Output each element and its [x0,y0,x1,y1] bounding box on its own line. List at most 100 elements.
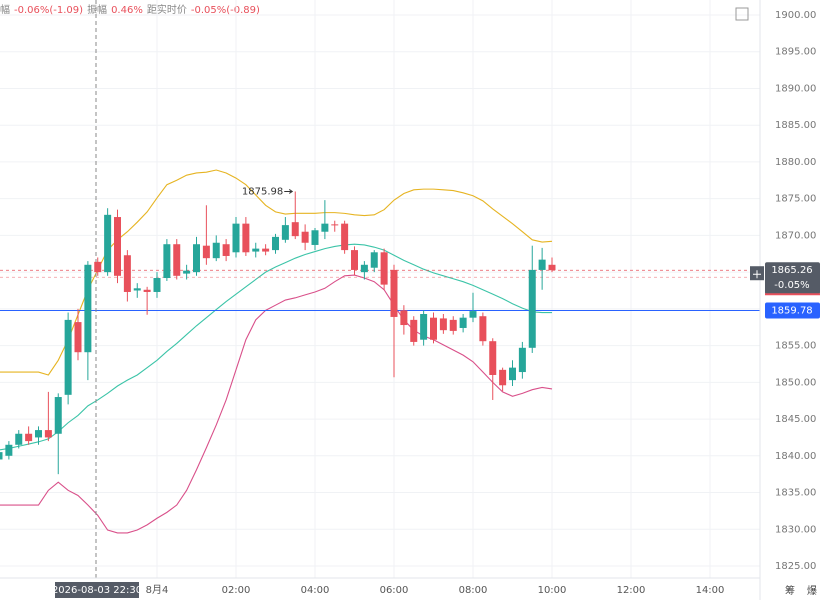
y-tick-label: 1830.00 [775,524,816,535]
y-tick-label: 1880.00 [775,157,816,168]
ref-label: 1859.78 [771,305,812,316]
candle-body [272,236,279,251]
candle-body [380,252,388,285]
last-change-label: -0.05% [774,280,809,291]
header-segment: -0.06%(-1.09) [14,5,83,16]
candle-body [202,245,210,259]
candle-body [0,452,3,460]
candle-body [331,224,339,226]
candle-body [311,230,319,245]
x-tick-label: 10:00 [538,585,567,596]
candle-body [420,314,428,340]
candle-body [5,444,13,456]
candle-body [15,433,23,445]
candle-body [84,264,92,353]
candle-body [44,430,52,438]
candle-body [242,223,250,253]
candle-body [133,288,141,291]
candle-body [509,367,516,381]
candle-body [459,317,467,328]
y-tick-label: 1885.00 [775,120,816,131]
y-tick-label: 1855.00 [775,341,816,352]
y-tick-label: 1895.00 [775,47,816,58]
max-annotation: 1875.98 [242,186,283,197]
x-tick-label: 08:00 [459,585,488,596]
price-label-box [765,262,820,295]
candle-body [410,319,418,342]
candle-body [173,244,181,276]
x-tick-label: 12:00 [617,585,646,596]
candle-body [123,255,131,292]
candle-body [262,248,270,252]
candle-body [430,317,437,340]
header-segment: 距实时价 [147,3,187,16]
candle-body [281,225,289,240]
candle-body [439,318,447,331]
candle-body [193,244,200,273]
x-tick-label: 04:00 [301,585,330,596]
y-tick-label: 1850.00 [775,377,816,388]
candle-body [104,214,112,273]
annotation-arrow [284,189,294,194]
candle-body [222,244,230,256]
header-segment: -0.05%(-0.89) [191,5,260,16]
x-tick-label: 8月4 [146,584,169,596]
candle-body [94,261,102,273]
y-tick-label: 1835.00 [775,488,816,499]
band-line [0,274,553,534]
candle-body [212,242,220,259]
candle-body [370,252,378,268]
header-segment: 振幅 [87,3,107,16]
plot-area [0,0,760,578]
candle-body [183,270,191,274]
y-tick-label: 1875.00 [775,194,816,205]
candle-body [489,341,497,375]
candle-body [64,319,72,395]
corner-label[interactable]: 爆 [807,585,817,597]
crosshair-label: 2026-08-03 22:30 [52,585,142,596]
candle-body [528,269,536,348]
last-price-label: 1865.26 [771,265,812,276]
candle-body [479,316,487,342]
candle-body [449,319,457,331]
candle-body [548,264,556,271]
ref-label-box [765,302,820,319]
candle-body [114,217,121,276]
candle-body [163,244,171,279]
candle-body [35,430,42,438]
candle-body [469,311,477,318]
y-tick-label: 1870.00 [775,230,816,241]
crosshair-label-box [55,582,139,598]
candle-body [341,223,349,251]
candle-body [538,259,546,270]
header-segment: 幅 [0,3,10,16]
candle-body [252,248,260,252]
y-tick-label: 1845.00 [775,414,816,425]
candle-body [360,264,368,273]
candle-body [232,223,240,253]
candle-body [153,278,161,292]
band-line [0,243,552,451]
y-tick-label: 1890.00 [775,83,816,94]
candle-body [499,369,507,386]
candle-body [301,231,309,243]
y-tick-label: 1900.00 [775,10,816,21]
collapse-icon[interactable] [735,7,749,21]
header: 幅 -0.06%(-1.09) 振幅 0.46% 距实时价 -0.05%(-0.89) [0,3,260,16]
candle-body [74,322,82,353]
corner-label[interactable]: 筹 [785,584,795,597]
candle-body [143,289,151,292]
y-tick-label: 1825.00 [775,561,816,572]
candle-body [54,397,62,434]
candle-body [351,250,358,270]
header-text: 幅 -0.06%(-1.09) 振幅 0.46% 距实时价 -0.05%(-0.89) [0,3,260,16]
candle-body [518,347,526,373]
x-tick-label: 02:00 [222,585,251,596]
candle-body [390,269,398,317]
y-tick-label: 1840.00 [775,451,816,462]
candle-body [291,222,299,237]
header-segment: 0.46% [111,5,143,16]
x-tick-label: 06:00 [380,585,409,596]
